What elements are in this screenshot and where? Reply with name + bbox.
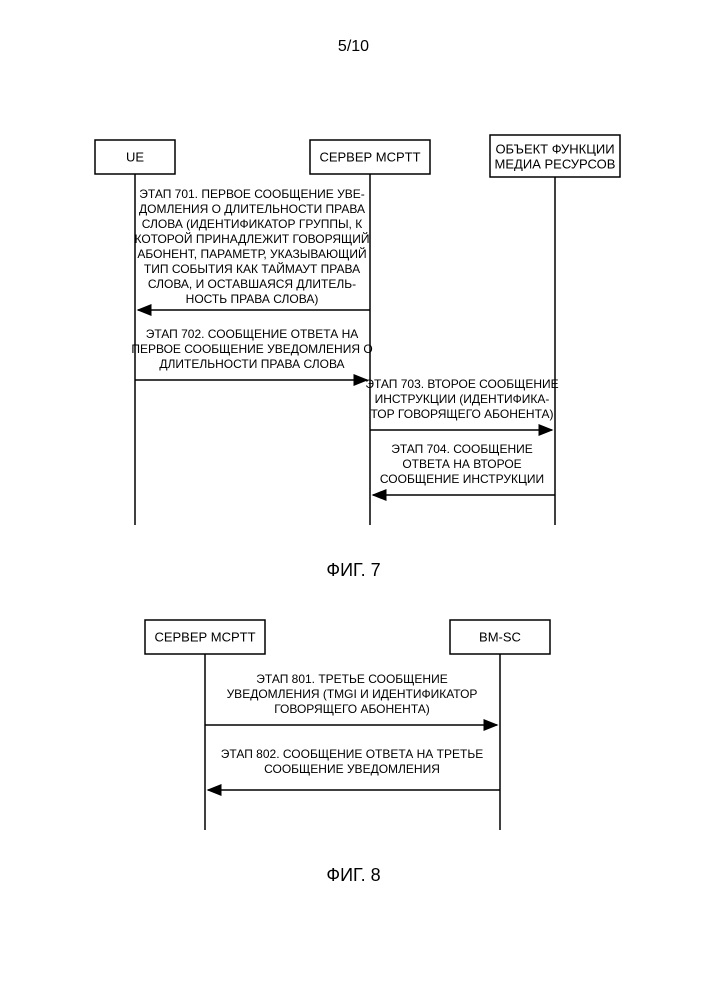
fig7-msg703-l2: ИНСТРУКЦИИ (ИДЕНТИФИКА-	[375, 392, 550, 406]
fig7-media-label-1: ОБЪЕКТ ФУНКЦИИ	[495, 141, 614, 156]
fig7-ue-label: UE	[126, 149, 144, 164]
fig7-msg702-l3: ДЛИТЕЛЬНОСТИ ПРАВА СЛОВА	[159, 357, 344, 371]
fig7-media-label-2: МЕДИА РЕСУРСОВ	[495, 156, 616, 171]
fig7-msg702-l1: ЭТАП 702. СООБЩЕНИЕ ОТВЕТА НА	[146, 327, 359, 341]
fig7-msg704-l2: ОТВЕТА НА ВТОРОЕ	[402, 457, 521, 471]
fig7-msg701-l1: ЭТАП 701. ПЕРВОЕ СООБЩЕНИЕ УВЕ-	[139, 187, 364, 201]
fig7-mcptt-label: СЕРВЕР MCPTT	[319, 149, 420, 164]
fig7-msg701-l7: СЛОВА, И ОСТАВШАЯСЯ ДЛИТЕЛЬ-	[148, 277, 356, 291]
fig7-msg701-l8: НОСТЬ ПРАВА СЛОВА)	[186, 292, 319, 306]
fig8-msg801-l3: ГОВОРЯЩЕГО АБОНЕНТА)	[274, 702, 430, 716]
fig7-msg701-l6: ТИП СОБЫТИЯ КАК ТАЙМАУТ ПРАВА	[144, 261, 360, 276]
fig7-msg704-l1: ЭТАП 704. СООБЩЕНИЕ	[391, 442, 533, 456]
fig8-msg801-l2: УВЕДОМЛЕНИЯ (TMGI И ИДЕНТИФИКАТОР	[227, 687, 478, 701]
fig7-msg701-l3: СЛОВА (ИДЕНТИФИКАТОР ГРУППЫ, К	[142, 217, 362, 231]
fig7-msg703-l3: ТОР ГОВОРЯЩЕГО АБОНЕНТА)	[370, 407, 553, 421]
fig8-msg801-l1: ЭТАП 801. ТРЕТЬЕ СООБЩЕНИЕ	[256, 672, 447, 686]
fig8-msg802-l2: СООБЩЕНИЕ УВЕДОМЛЕНИЯ	[264, 762, 440, 776]
fig8-caption: ФИГ. 8	[0, 865, 707, 886]
fig7-msg704-l3: СООБЩЕНИЕ ИНСТРУКЦИИ	[380, 472, 544, 486]
fig8-msg802-l1: ЭТАП 802. СООБЩЕНИЕ ОТВЕТА НА ТРЕТЬЕ	[221, 747, 483, 761]
fig7-msg702-l2: ПЕРВОЕ СООБЩЕНИЕ УВЕДОМЛЕНИЯ О	[131, 342, 372, 356]
fig7-caption: ФИГ. 7	[0, 560, 707, 581]
fig8-bmsc-label: BM-SC	[479, 629, 521, 644]
fig7-msg703-l1: ЭТАП 703. ВТОРОЕ СООБЩЕНИЕ	[365, 377, 558, 391]
fig7-msg701-l2: ДОМЛЕНИЯ О ДЛИТЕЛЬНОСТИ ПРАВА	[139, 202, 365, 216]
diagram-svg: UE СЕРВЕР MCPTT ОБЪЕКТ ФУНКЦИИ МЕДИА РЕС…	[0, 0, 707, 1000]
fig8-mcptt-label: СЕРВЕР MCPTT	[154, 629, 255, 644]
fig7-msg701-l4: КОТОРОЙ ПРИНАДЛЕЖИТ ГОВОРЯЩИЙ	[134, 231, 369, 246]
fig7-msg701-l5: АБОНЕНТ, ПАРАМЕТР, УКАЗЫВАЮЩИЙ	[137, 246, 366, 261]
